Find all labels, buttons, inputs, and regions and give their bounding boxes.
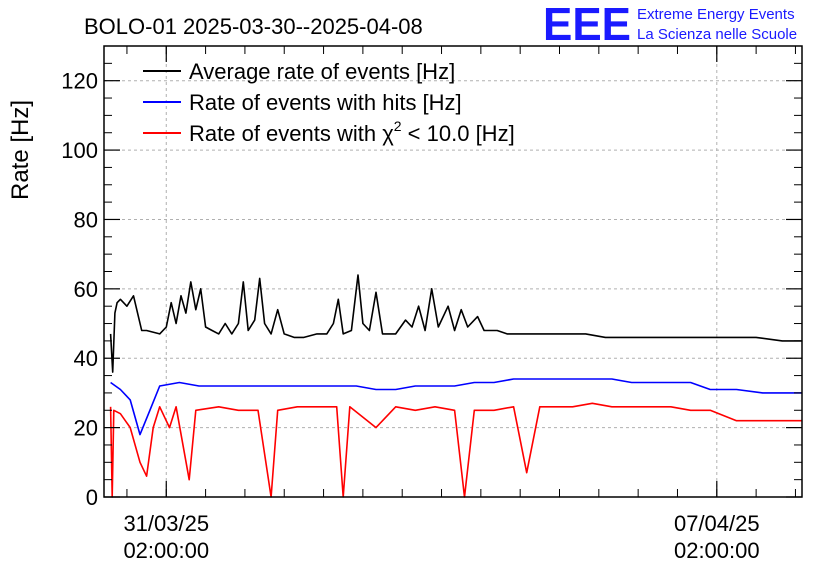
series-line-0: [109, 274, 802, 373]
series-lines: [109, 274, 802, 498]
y-tick-label: 20: [74, 416, 98, 441]
legend-chi2-sup: 2: [394, 118, 402, 134]
x-tick-time: 02:00:00: [674, 538, 760, 563]
x-tick-date: 31/03/25: [123, 511, 209, 536]
x-tick-date: 07/04/25: [674, 511, 760, 536]
logo-line-1: Extreme Energy Events: [637, 6, 795, 23]
legend-label-average: Average rate of events [Hz]: [189, 59, 455, 84]
series-line-2: [109, 402, 802, 498]
y-tick-label: 60: [74, 277, 98, 302]
legend-chi2-text: Rate of events with χ: [189, 121, 394, 146]
grid-lines: [104, 46, 802, 497]
y-axis-label: Rate [Hz]: [7, 100, 34, 200]
logo-line-2: La Scienza nelle Scuole: [637, 26, 797, 43]
y-tick-label: 120: [61, 69, 98, 94]
x-tick-time: 02:00:00: [123, 538, 209, 563]
legend-chi2-rest: < 10.0 [Hz]: [402, 121, 515, 146]
series-line-1: [110, 378, 802, 436]
chart-title: BOLO-01 2025-03-30--2025-04-08: [84, 14, 423, 39]
y-tick-label: 40: [74, 346, 98, 371]
y-tick-labels: 0 20 40 60 80 100 120: [61, 69, 98, 510]
legend-label-chi2: Rate of events with χ2 < 10.0 [Hz]: [189, 118, 515, 146]
y-tick-label: 80: [74, 207, 98, 232]
legend-label-hits: Rate of events with hits [Hz]: [189, 90, 462, 115]
eee-logo-icon: EEE: [543, 0, 631, 50]
legend: Average rate of events [Hz] Rate of even…: [143, 59, 515, 146]
y-tick-label: 0: [86, 485, 98, 510]
y-tick-label: 100: [61, 138, 98, 163]
axis-ticks: [104, 46, 802, 498]
